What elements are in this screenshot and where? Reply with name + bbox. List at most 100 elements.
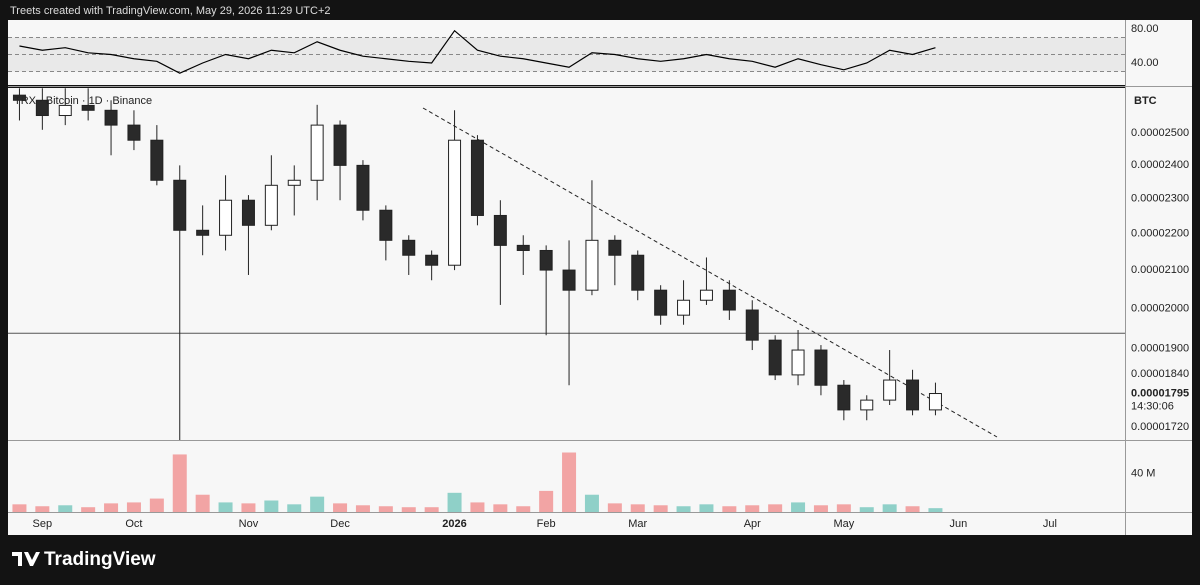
candle-body bbox=[493, 214, 507, 246]
x-tick-label: Mar bbox=[628, 518, 647, 530]
x-tick-label: Nov bbox=[239, 518, 259, 530]
candle-body bbox=[677, 299, 691, 316]
y-tick-label: 0.00002500 bbox=[1131, 127, 1189, 139]
candle-body bbox=[241, 199, 255, 226]
candle-body bbox=[127, 124, 141, 141]
candle-body bbox=[699, 289, 713, 301]
candle-body bbox=[860, 399, 874, 411]
candle-body bbox=[150, 139, 164, 181]
y-tick-label: 80.00 bbox=[1131, 23, 1159, 35]
y-tick-label: 0.00001900 bbox=[1131, 343, 1189, 355]
volume-bar bbox=[12, 504, 27, 512]
candle-body bbox=[516, 244, 530, 251]
x-tick-label: 2026 bbox=[442, 518, 466, 530]
volume-bar bbox=[676, 506, 691, 512]
y-tick-label: 0.00002100 bbox=[1131, 264, 1189, 276]
candle-body bbox=[837, 384, 851, 411]
candle-body bbox=[35, 99, 49, 117]
y-tick-label: 0.00001840 bbox=[1131, 368, 1189, 380]
candle-body bbox=[906, 379, 920, 411]
x-tick-label: Jun bbox=[949, 518, 967, 530]
y-tick-label: 0.00002300 bbox=[1131, 192, 1189, 204]
volume-bar bbox=[104, 503, 119, 512]
y-tick-label: 0.00001720 bbox=[1131, 421, 1189, 433]
x-tick-label: Dec bbox=[330, 518, 350, 530]
x-tick-label: Feb bbox=[537, 518, 556, 530]
volume-bar bbox=[607, 503, 622, 512]
volume-bar bbox=[836, 504, 851, 512]
x-tick-label: May bbox=[833, 518, 854, 530]
candle-body bbox=[745, 309, 759, 341]
y-tick-label: 0.00002400 bbox=[1131, 159, 1189, 171]
candle-body bbox=[81, 104, 95, 111]
volume-bar bbox=[126, 502, 141, 512]
candle-body bbox=[58, 104, 72, 117]
countdown: 14:30:06 bbox=[1131, 400, 1174, 412]
volume-bar bbox=[470, 502, 485, 512]
volume-bar bbox=[287, 504, 302, 512]
candle-body bbox=[264, 184, 278, 226]
volume-bar bbox=[447, 492, 462, 512]
volume-bar bbox=[401, 507, 416, 512]
volume-bar bbox=[516, 506, 531, 512]
candle-body bbox=[104, 109, 118, 126]
volume-bar bbox=[195, 494, 210, 512]
header-text: Treets created with TradingView.com, May… bbox=[10, 5, 331, 17]
volume-bar bbox=[699, 504, 714, 512]
candle-body bbox=[539, 249, 553, 271]
last-price: 0.00001795 bbox=[1131, 387, 1189, 399]
volume-bar bbox=[493, 504, 508, 512]
volume-bar bbox=[218, 502, 233, 512]
candle-body bbox=[402, 239, 416, 256]
volume-bar bbox=[813, 505, 828, 512]
candle-body bbox=[883, 379, 897, 401]
volume-bar bbox=[882, 504, 897, 512]
candle-body bbox=[356, 164, 370, 211]
legend: TRX · Bitcoin · 1D · Binance bbox=[14, 95, 152, 107]
currency: BTC bbox=[1134, 95, 1157, 107]
volume-bar bbox=[562, 452, 577, 512]
candle-body bbox=[814, 349, 828, 386]
volume-bar bbox=[424, 507, 439, 512]
candle-body bbox=[585, 239, 599, 291]
candle-body bbox=[562, 269, 576, 291]
volume-bar bbox=[172, 454, 187, 512]
y-tick-label: 40.00 bbox=[1131, 57, 1159, 69]
plot: 80.00 40.00 0.00002500 0.00002400 0.00002300… bbox=[8, 23, 1189, 530]
volume-bar bbox=[584, 494, 599, 512]
volume-bar bbox=[539, 490, 554, 512]
time-axis bbox=[8, 513, 1192, 535]
candle-body bbox=[470, 139, 484, 216]
volume-bar bbox=[768, 504, 783, 512]
volume-bar bbox=[81, 507, 96, 512]
volume-bar bbox=[745, 505, 760, 512]
candle-body bbox=[196, 229, 210, 236]
volume-bar bbox=[859, 507, 874, 512]
volume-bar bbox=[241, 503, 256, 512]
price-pane bbox=[8, 88, 1125, 440]
volume-bar bbox=[264, 500, 279, 512]
volume-bar bbox=[35, 506, 50, 512]
volume-bar bbox=[149, 498, 164, 512]
candle-body bbox=[928, 393, 942, 411]
y-tick-label: 0.00002000 bbox=[1131, 302, 1189, 314]
logo-icon bbox=[12, 552, 40, 566]
price-axis bbox=[1126, 20, 1192, 512]
x-tick-label: Jul bbox=[1043, 518, 1057, 530]
rsi-line bbox=[19, 29, 936, 74]
candle-body bbox=[768, 339, 782, 376]
rsi-band bbox=[8, 37, 1125, 72]
x-tick-label: Sep bbox=[33, 518, 53, 530]
candle-body bbox=[310, 124, 324, 181]
candle-body bbox=[379, 209, 393, 241]
volume-bar bbox=[630, 504, 645, 512]
candle-body bbox=[287, 179, 301, 186]
trendline bbox=[422, 107, 998, 438]
candle-body bbox=[448, 139, 462, 266]
volume-bar bbox=[791, 502, 806, 512]
candle-body bbox=[631, 254, 645, 291]
volume-bar bbox=[58, 505, 73, 512]
logo-text: TradingView bbox=[44, 549, 156, 570]
candle-body bbox=[654, 289, 668, 316]
